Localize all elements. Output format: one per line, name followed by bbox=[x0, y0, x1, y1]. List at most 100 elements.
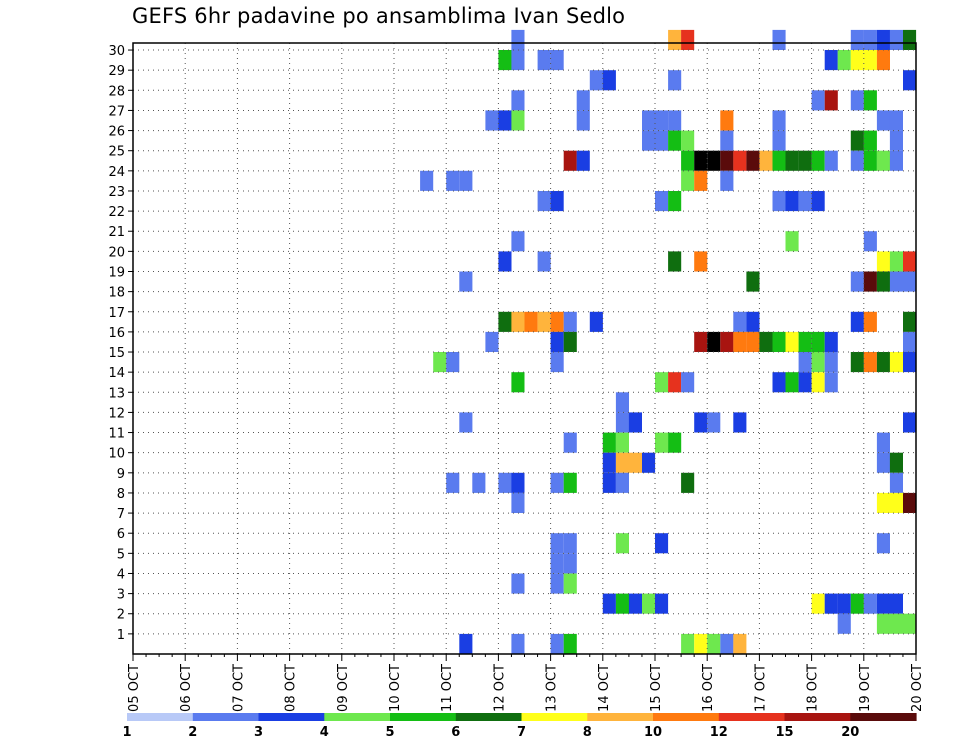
heatmap-cell bbox=[420, 170, 434, 191]
heatmap-cell bbox=[681, 170, 695, 191]
heatmap-cell bbox=[498, 251, 512, 272]
x-tick-label: 15 OCT bbox=[649, 664, 664, 712]
x-tick-label: 07 OCT bbox=[231, 664, 246, 712]
y-tick-label: 5 bbox=[117, 547, 125, 562]
heatmap-cell bbox=[889, 613, 903, 634]
heatmap-cell bbox=[746, 271, 760, 292]
colorbar-swatch bbox=[587, 713, 654, 721]
x-tick-label: 18 OCT bbox=[806, 664, 821, 712]
heatmap-cell bbox=[628, 412, 642, 433]
heatmap-cell bbox=[642, 130, 656, 151]
heatmap-cell bbox=[498, 472, 512, 493]
colorbar: 1 2 3 4 5 6 7 8 10 12 15 20 bbox=[122, 713, 917, 740]
heatmap-cell bbox=[537, 50, 551, 71]
heatmap-cell bbox=[485, 331, 499, 352]
colorbar-swatch bbox=[784, 713, 851, 721]
heatmap-cell bbox=[811, 352, 825, 373]
heatmap-cell bbox=[655, 533, 669, 554]
heatmap-cell bbox=[589, 70, 603, 91]
heatmap-cell bbox=[903, 251, 917, 272]
y-tick-label: 18 bbox=[108, 286, 125, 301]
colorbar-swatch bbox=[324, 713, 391, 721]
heatmap-cell bbox=[511, 231, 525, 252]
heatmap-cell bbox=[498, 110, 512, 131]
heatmap-cell bbox=[655, 432, 669, 453]
y-tick-label: 30 bbox=[108, 44, 125, 59]
x-tick-label: 19 OCT bbox=[858, 664, 873, 712]
heatmap-cell bbox=[563, 432, 577, 453]
colorbar-swatch bbox=[258, 713, 325, 721]
heatmap-cell bbox=[733, 633, 747, 654]
heatmap-cell bbox=[811, 150, 825, 171]
heatmap-cell bbox=[863, 50, 877, 71]
x-tick-label: 10 OCT bbox=[388, 664, 403, 712]
y-tick-label: 20 bbox=[108, 245, 125, 260]
heatmap-cell bbox=[681, 29, 695, 50]
colorbar-label: 20 bbox=[841, 725, 859, 740]
heatmap-cell bbox=[863, 130, 877, 151]
heatmap-cell bbox=[876, 251, 890, 272]
heatmap-cell bbox=[615, 392, 629, 413]
colorbar-swatch bbox=[653, 713, 720, 721]
heatmap-cell bbox=[446, 170, 460, 191]
heatmap-cell bbox=[903, 352, 917, 373]
heatmap-cell bbox=[537, 311, 551, 332]
heatmap-cell bbox=[511, 90, 525, 111]
x-tick-label: 05 OCT bbox=[127, 664, 142, 712]
heatmap-cell bbox=[694, 331, 708, 352]
x-tick-label: 17 OCT bbox=[753, 664, 768, 712]
heatmap-cell bbox=[628, 593, 642, 614]
colorbar-label: 5 bbox=[385, 725, 394, 740]
heatmap-cell bbox=[785, 231, 799, 252]
heatmap-cell bbox=[903, 331, 917, 352]
heatmap-cell bbox=[694, 170, 708, 191]
heatmap-cell bbox=[824, 352, 838, 373]
heatmap-cell bbox=[524, 311, 538, 332]
heatmap-cell bbox=[472, 472, 486, 493]
heatmap-cell bbox=[642, 452, 656, 473]
chart-title: GEFS 6hr padavine po ansamblima Ivan Sed… bbox=[132, 4, 626, 28]
heatmap-cell bbox=[876, 432, 890, 453]
x-tick-label: 14 OCT bbox=[597, 664, 612, 712]
y-tick-label: 2 bbox=[117, 608, 125, 623]
heatmap-cell bbox=[876, 533, 890, 554]
heatmap-cell bbox=[550, 553, 564, 574]
heatmap-cell bbox=[563, 311, 577, 332]
y-tick-label: 24 bbox=[108, 165, 125, 180]
heatmap-cell bbox=[889, 352, 903, 373]
heatmap-cell bbox=[485, 110, 499, 131]
heatmap-cell bbox=[720, 170, 734, 191]
heatmap-cell bbox=[459, 633, 473, 654]
heatmap-cell bbox=[563, 553, 577, 574]
heatmap-cell bbox=[550, 50, 564, 71]
heatmap-cell bbox=[694, 633, 708, 654]
heatmap-cell bbox=[511, 311, 525, 332]
y-tick-label: 10 bbox=[108, 447, 125, 462]
colorbar-label: 10 bbox=[644, 725, 662, 740]
heatmap-cell bbox=[850, 352, 864, 373]
heatmap-cell bbox=[772, 110, 786, 131]
y-tick-label: 15 bbox=[108, 346, 125, 361]
heatmap-cell bbox=[589, 311, 603, 332]
heatmap-cell bbox=[681, 130, 695, 151]
heatmap-cell bbox=[563, 150, 577, 171]
heatmap-cell bbox=[550, 472, 564, 493]
heatmap-cell bbox=[733, 412, 747, 433]
heatmap-cell bbox=[824, 593, 838, 614]
heatmap-cell bbox=[498, 50, 512, 71]
heatmap-cell bbox=[863, 90, 877, 111]
heatmap-cell bbox=[576, 150, 590, 171]
heatmap-cell bbox=[903, 492, 917, 513]
y-tick-label: 27 bbox=[108, 104, 125, 119]
heatmap-cell bbox=[772, 331, 786, 352]
heatmap-cell bbox=[655, 191, 669, 212]
heatmap-cell bbox=[889, 110, 903, 131]
x-tick-label: 16 OCT bbox=[701, 664, 716, 712]
y-tick-label: 16 bbox=[108, 326, 125, 341]
y-axis: 1234567891011121314151617181920212223242… bbox=[108, 44, 133, 643]
y-tick-label: 17 bbox=[108, 306, 125, 321]
heatmap-cell bbox=[511, 472, 525, 493]
heatmap-cell bbox=[550, 331, 564, 352]
heatmap-cell bbox=[903, 70, 917, 91]
heatmap-cell bbox=[602, 452, 616, 473]
